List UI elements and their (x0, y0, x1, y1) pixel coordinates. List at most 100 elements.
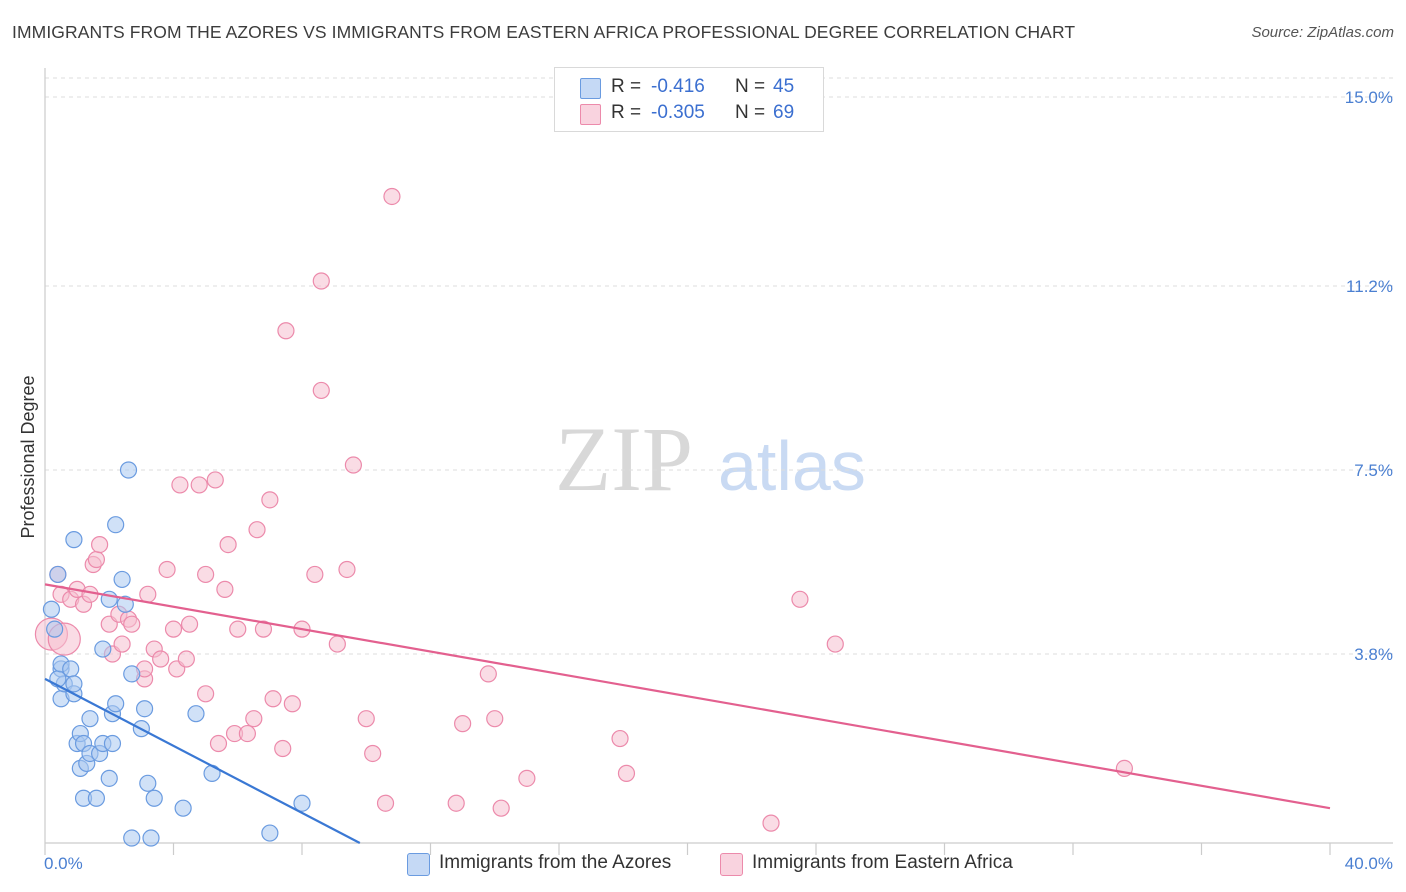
azores-point (107, 516, 125, 534)
eastern-africa-trend-line (44, 583, 1331, 810)
azores-point (261, 824, 279, 842)
eastern-africa-point (274, 739, 292, 758)
azores-point (46, 620, 64, 638)
eastern-africa-point (617, 764, 636, 782)
axes (44, 68, 1393, 855)
eastern-africa-point (344, 456, 362, 474)
eastern-africa-point (306, 565, 324, 584)
y-tick-label: 3.8% (1354, 645, 1393, 664)
r-value: -0.416 (651, 76, 705, 97)
x-tick-label-max: 40.0% (1345, 854, 1393, 873)
n-value: 45 (773, 76, 795, 97)
eastern-africa-point (338, 560, 356, 579)
eastern-africa-point (492, 799, 510, 817)
azores-point (293, 794, 311, 812)
eastern-africa-point (81, 585, 99, 603)
eastern-africa-point (229, 620, 247, 638)
azores-point (65, 675, 83, 693)
eastern-africa-point (87, 550, 106, 569)
azores-point (123, 829, 141, 847)
eastern-africa-point (357, 710, 375, 728)
azores-point (119, 461, 138, 479)
azores-point (65, 531, 83, 549)
eastern-africa-swatch (580, 104, 601, 125)
azores-point (62, 660, 80, 678)
eastern-africa-point (383, 187, 401, 206)
legend-label-eastern-africa: Immigrants from Eastern Africa (752, 852, 1013, 873)
eastern-africa-point (364, 744, 382, 763)
n-label: N = (735, 102, 766, 123)
eastern-africa-point (486, 710, 504, 728)
eastern-africa-point (264, 690, 282, 708)
eastern-africa-point (123, 615, 141, 633)
n-value: 69 (773, 102, 795, 123)
eastern-africa-point (152, 650, 170, 668)
azores-point (187, 705, 205, 723)
eastern-africa-point (164, 620, 183, 638)
series-azores-points (42, 461, 311, 847)
eastern-africa-point (171, 476, 189, 494)
azores-point (107, 695, 125, 713)
azores-point (87, 789, 106, 807)
eastern-africa-point (190, 476, 208, 494)
r-value: -0.305 (651, 102, 705, 123)
azores-point (145, 789, 163, 807)
azores-point (100, 769, 118, 787)
r-label: R = (611, 76, 642, 97)
y-tick-label: 7.5% (1354, 461, 1393, 480)
azores-point (103, 734, 122, 753)
watermark-zip: ZIP (555, 408, 693, 510)
azores-point (135, 700, 154, 718)
watermark: ZIP atlas (555, 408, 866, 510)
eastern-africa-point (454, 715, 472, 733)
eastern-africa-point (216, 580, 234, 598)
eastern-africa-point (277, 322, 295, 340)
azores-point (139, 774, 157, 792)
eastern-africa-point (611, 729, 629, 748)
azores-point (174, 799, 192, 817)
series-eastern-africa-points (34, 187, 1134, 832)
eastern-africa-point (518, 769, 536, 787)
y-tick-label: 15.0% (1345, 88, 1393, 107)
azores-point (142, 829, 160, 847)
chart-title: IMMIGRANTS FROM THE AZORES VS IMMIGRANTS… (12, 22, 1076, 42)
y-tick-label: 11.2% (1346, 277, 1393, 296)
source-credit: Source: ZipAtlas.com (1251, 24, 1394, 41)
y-tick-labels: 3.8% 7.5% 11.2% 15.0% (1345, 88, 1393, 664)
x-tick-labels: 0.0% 40.0% (44, 854, 1393, 873)
eastern-africa-point (762, 814, 780, 832)
azores-swatch (407, 853, 430, 876)
eastern-africa-point (479, 665, 497, 683)
azores-point (113, 570, 131, 589)
watermark-atlas: atlas (718, 427, 866, 505)
eastern-africa-point (312, 272, 330, 290)
trend-lines (44, 583, 1331, 844)
azores-trend-line (44, 677, 361, 844)
eastern-africa-point (206, 471, 224, 489)
eastern-africa-point (219, 535, 237, 554)
azores-point (94, 640, 112, 658)
eastern-africa-point (447, 794, 465, 812)
azores-swatch (580, 78, 601, 99)
eastern-africa-point (91, 535, 109, 554)
eastern-africa-point (238, 724, 256, 743)
eastern-africa-point (376, 794, 395, 812)
eastern-africa-point (113, 635, 131, 653)
eastern-africa-point (283, 695, 301, 713)
gridlines (45, 77, 1393, 655)
eastern-africa-point (328, 635, 346, 653)
stats-legend: R = -0.416 N = 45 R = -0.305 N = 69 (554, 67, 824, 132)
eastern-africa-point (180, 615, 199, 633)
eastern-africa-point (791, 590, 809, 608)
azores-point (116, 595, 134, 613)
eastern-africa-swatch (720, 853, 743, 876)
eastern-africa-point (197, 565, 215, 584)
legend-label-azores: Immigrants from the Azores (439, 852, 672, 873)
azores-point (42, 600, 61, 618)
eastern-africa-point (158, 560, 176, 579)
x-tick-label-min: 0.0% (44, 854, 83, 873)
eastern-africa-point (197, 685, 215, 703)
eastern-africa-point (826, 635, 844, 653)
azores-point (123, 665, 141, 683)
